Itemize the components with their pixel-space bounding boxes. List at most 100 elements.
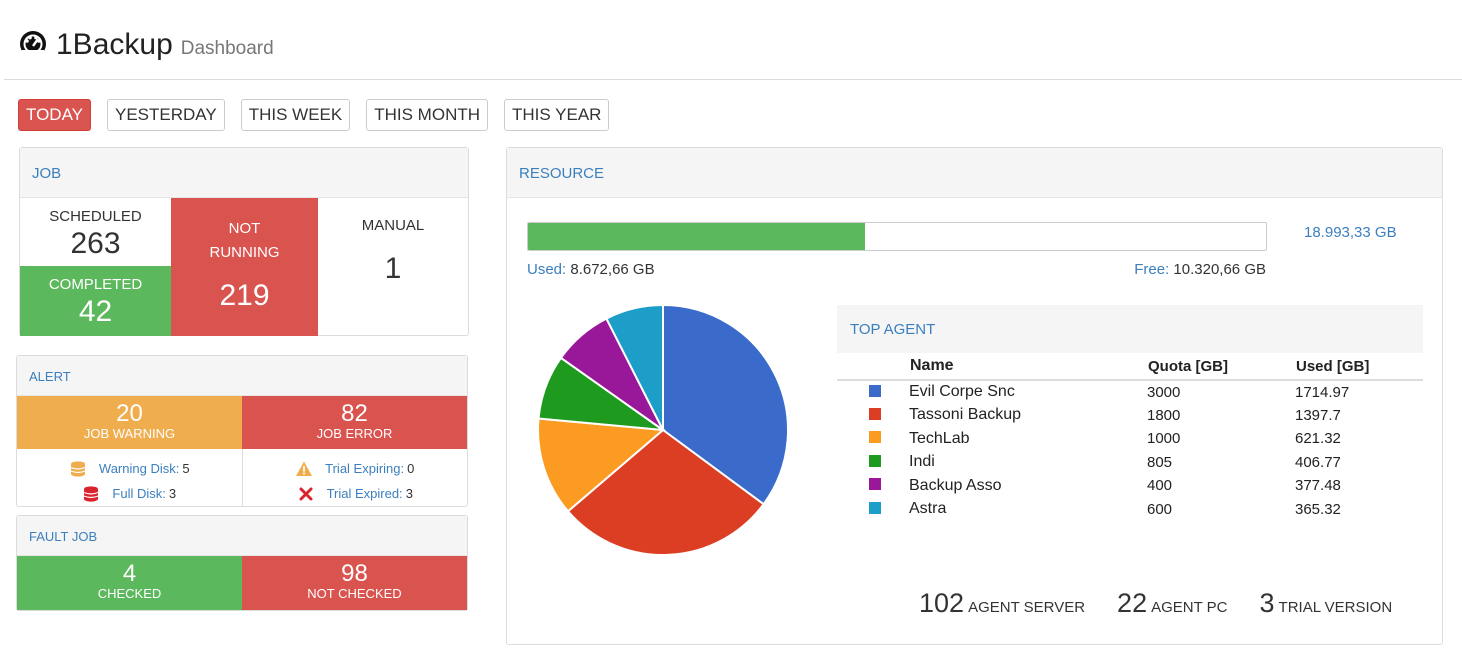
agent-quota: 400 bbox=[1147, 477, 1173, 495]
agent-quota: 1000 bbox=[1147, 430, 1181, 448]
job-error-value: 82 bbox=[341, 400, 368, 427]
trial-version-value: 3 bbox=[1259, 588, 1275, 618]
free-label: Free: bbox=[1134, 261, 1170, 278]
agent-used: 621.32 bbox=[1295, 430, 1341, 448]
not-running-label: NOT RUNNING bbox=[171, 217, 318, 265]
trial-expiring-line[interactable]: Trial Expiring: 0 bbox=[243, 456, 468, 481]
checked-tile: 4 CHECKED bbox=[17, 556, 242, 610]
scheduled-value: 263 bbox=[70, 227, 121, 260]
storage-used: Used: 8.672,66 GB bbox=[527, 261, 655, 278]
trial-expiring-value: 0 bbox=[407, 461, 415, 476]
legend-swatch bbox=[869, 501, 881, 514]
job-warning-value: 20 bbox=[116, 400, 143, 427]
page-title: 1Backup bbox=[56, 28, 173, 61]
agent-server-label: AGENT SERVER bbox=[968, 599, 1086, 616]
range-this-year-button[interactable]: THIS YEAR bbox=[504, 99, 610, 131]
not-checked-label: NOT CHECKED bbox=[307, 586, 402, 601]
agent-quota: 1800 bbox=[1147, 406, 1181, 424]
agent-color-swatch bbox=[837, 380, 909, 404]
header-divider bbox=[4, 79, 1462, 80]
legend-swatch bbox=[869, 478, 881, 491]
page-subtitle: Dashboard bbox=[180, 38, 274, 59]
agent-pc-label: AGENT PC bbox=[1151, 599, 1228, 616]
warning-triangle-icon bbox=[296, 461, 313, 476]
color-column-header bbox=[837, 353, 909, 381]
pie-slice-techlab[interactable] bbox=[537, 417, 666, 513]
resource-panel: RESOURCE 18.993,33 GB Used: 8.672,66 GB … bbox=[506, 147, 1443, 645]
warning-disk-line[interactable]: Warning Disk: 5 bbox=[17, 456, 242, 481]
storage-usage-fill bbox=[528, 223, 865, 250]
agent-usage-pie-chart bbox=[537, 303, 789, 556]
table-header-row: Name Quota [GB] Used [GB] bbox=[837, 353, 1423, 381]
agent-used: 406.77 bbox=[1295, 453, 1341, 471]
top-agent-section: TOP AGENT Name Quota [GB] Used [GB] Evil… bbox=[837, 305, 1423, 521]
checked-value: 4 bbox=[122, 560, 137, 587]
used-column-header: Used [GB] bbox=[1295, 353, 1423, 381]
trial-expired-label: Trial Expired: bbox=[326, 486, 403, 501]
alert-tiles: 20 JOB WARNING 82 JOB ERROR bbox=[17, 396, 467, 449]
agent-quota: 3000 bbox=[1147, 383, 1181, 401]
agent-server-value: 102 bbox=[919, 588, 965, 618]
manual-stat: MANUAL 1 bbox=[318, 198, 468, 336]
manual-label: MANUAL bbox=[361, 217, 425, 234]
fault-job-panel: FAULT JOB 4 CHECKED 98 NOT CHECKED bbox=[16, 515, 468, 611]
agent-color-swatch bbox=[837, 427, 909, 451]
agent-name: Astra bbox=[909, 500, 947, 518]
disk-alerts: Warning Disk: 5 Full Disk: 3 bbox=[17, 449, 243, 506]
free-value: 10.320,66 GB bbox=[1173, 261, 1266, 278]
range-this-month-button[interactable]: THIS MONTH bbox=[366, 99, 489, 131]
agent-name: Tassoni Backup bbox=[909, 406, 1022, 424]
trial-version-count: 3 TRIAL VERSION bbox=[1260, 588, 1393, 619]
legend-swatch bbox=[869, 431, 881, 444]
pie-slice-evil-corpe-snc[interactable] bbox=[662, 303, 789, 506]
not-checked-value: 98 bbox=[341, 560, 368, 587]
full-disk-label: Full Disk: bbox=[112, 486, 166, 501]
used-value: 8.672,66 GB bbox=[570, 261, 655, 278]
top-agent-table: Name Quota [GB] Used [GB] Evil Corpe Snc… bbox=[837, 353, 1423, 521]
full-disk-value: 3 bbox=[168, 486, 177, 501]
trial-expiring-label: Trial Expiring: bbox=[325, 461, 405, 476]
used-label: Used: bbox=[527, 261, 567, 278]
agent-quota: 805 bbox=[1147, 453, 1173, 471]
full-disk-line[interactable]: Full Disk: 3 bbox=[17, 481, 242, 506]
storage-usage-bar bbox=[527, 222, 1267, 251]
job-warning-label: JOB WARNING bbox=[83, 426, 176, 441]
agent-pc-count: 22 AGENT PC bbox=[1117, 588, 1227, 619]
quota-column-header: Quota [GB] bbox=[1147, 353, 1295, 381]
storage-free: Free: 10.320,66 GB bbox=[1134, 261, 1266, 278]
pie-slice-tassoni-backup[interactable] bbox=[566, 428, 765, 556]
trial-expired-line[interactable]: Trial Expired: 3 bbox=[243, 481, 468, 506]
pie-slice-astra[interactable] bbox=[605, 303, 664, 431]
agent-pc-value: 22 bbox=[1117, 588, 1148, 618]
date-range-selector: TODAY YESTERDAY THIS WEEK THIS MONTH THI… bbox=[18, 99, 625, 131]
agent-name: TechLab bbox=[909, 429, 970, 447]
name-column-header: Name bbox=[909, 353, 1147, 381]
agent-color-swatch bbox=[837, 404, 909, 428]
legend-swatch bbox=[869, 384, 881, 397]
database-full-icon bbox=[84, 485, 99, 502]
warning-disk-label: Warning Disk: bbox=[98, 461, 180, 476]
alert-panel: ALERT 20 JOB WARNING 82 JOB ERROR Warnin… bbox=[16, 355, 468, 507]
agent-used: 1397.7 bbox=[1295, 406, 1341, 424]
trial-expired-value: 3 bbox=[405, 486, 413, 501]
agent-used: 365.32 bbox=[1295, 500, 1341, 518]
range-yesterday-button[interactable]: YESTERDAY bbox=[107, 99, 225, 131]
range-today-button[interactable]: TODAY bbox=[18, 99, 91, 131]
top-agent-title: TOP AGENT bbox=[837, 305, 1423, 353]
page-header: 1Backup Dashboard bbox=[18, 24, 274, 61]
range-this-week-button[interactable]: THIS WEEK bbox=[240, 99, 351, 131]
completed-stat: COMPLETED 42 bbox=[20, 266, 171, 336]
dashboard-gauge-icon bbox=[20, 31, 46, 57]
table-row: Astra 600 365.32 bbox=[837, 498, 1423, 522]
trial-alerts: Trial Expiring: 0 Trial Expired: 3 bbox=[243, 449, 468, 506]
completed-value: 42 bbox=[78, 295, 113, 328]
storage-total: 18.993,33 GB bbox=[1304, 224, 1397, 241]
agent-used: 1714.97 bbox=[1295, 383, 1350, 401]
agent-name: Backup Asso bbox=[909, 476, 1002, 494]
scheduled-stat: SCHEDULED 263 bbox=[20, 198, 171, 266]
not-checked-tile: 98 NOT CHECKED bbox=[242, 556, 467, 610]
fault-tiles: 4 CHECKED 98 NOT CHECKED bbox=[17, 556, 467, 610]
table-row: Tassoni Backup 1800 1397.7 bbox=[837, 404, 1423, 428]
agent-used: 377.48 bbox=[1295, 477, 1341, 495]
resource-panel-title: RESOURCE bbox=[507, 148, 1442, 198]
